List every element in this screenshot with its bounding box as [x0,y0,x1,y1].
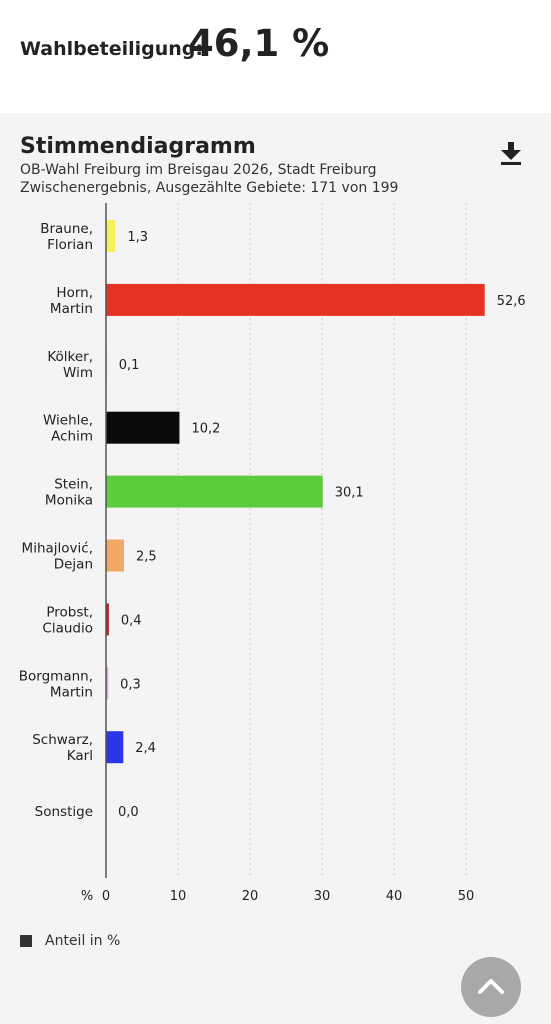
legend-label: Anteil in % [45,933,121,949]
x-unit-label: % [81,889,93,904]
bar-value-label: 1,3 [127,230,148,245]
category-label: Borgmann, [19,668,93,684]
x-tick-label: 50 [458,889,475,904]
category-label: Achim [51,429,93,445]
x-tick-label: 0 [102,889,110,904]
bar-value-label: 52,6 [497,294,526,309]
bar-value-label: 0,0 [118,805,139,820]
bar-chart: 1,3Braune,Florian52,6Horn,Martin0,1Kölke… [19,203,526,904]
category-label: Horn, [56,285,93,301]
bar [106,475,323,508]
category-label: Probst, [46,604,93,620]
category-label: Martin [50,684,93,700]
bar-value-label: 30,1 [335,486,364,501]
category-label: Florian [47,237,93,253]
bar-value-label: 2,4 [135,741,156,756]
turnout-label: Wahlbeteiligung: [20,38,203,60]
chevron-up-icon [478,979,504,994]
category-label: Dejan [54,557,93,573]
bar-value-label: 0,3 [120,677,141,692]
category-label: Schwarz, [32,732,93,748]
bar [106,411,180,444]
bar [106,283,485,316]
category-label: Wiehle, [43,413,93,429]
x-tick-label: 30 [314,889,331,904]
category-label: Wim [63,365,93,381]
bar [106,731,124,764]
bar-value-label: 0,1 [119,358,140,373]
turnout-panel: Wahlbeteiligung: 46,1 % [0,0,551,113]
x-tick-label: 20 [242,889,259,904]
category-label: Stein, [54,477,93,493]
bar-value-label: 10,2 [191,422,220,437]
x-tick-label: 40 [386,889,403,904]
download-button[interactable] [496,138,526,168]
category-label: Kölker, [47,349,93,365]
bar [106,667,109,700]
bar [106,603,109,636]
category-label: Monika [45,493,93,509]
chart-subtitle-line2: Zwischenergebnis, Ausgezählte Gebiete: 1… [20,180,399,196]
category-label: Claudio [42,620,93,636]
chart-subtitle-line1: OB-Wahl Freiburg im Breisgau 2026, Stadt… [20,162,377,178]
bar-value-label: 0,4 [121,613,142,628]
bar [106,220,116,252]
category-label: Braune, [40,221,93,237]
bar [106,539,124,572]
legend: Anteil in % [20,933,120,949]
bar-value-label: 2,5 [136,550,157,565]
x-tick-label: 10 [170,889,187,904]
turnout-value: 46,1 % [188,22,330,65]
download-icon [501,142,521,165]
scroll-to-top-button[interactable] [461,957,521,1017]
category-label: Mihajlović, [22,541,93,557]
chart-title: Stimmendiagramm [20,134,256,159]
legend-swatch [20,935,32,947]
category-label: Karl [67,748,93,764]
category-label: Sonstige [35,804,93,820]
category-label: Martin [50,301,93,317]
